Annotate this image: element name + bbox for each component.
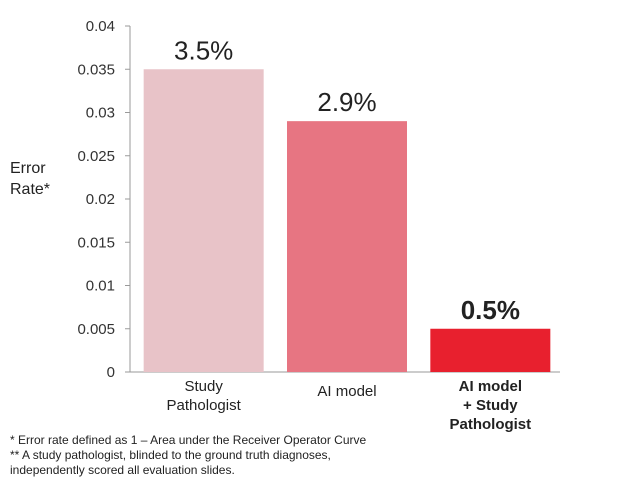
footnote-study-pathologist: ** A study pathologist, blinded to the g… — [10, 448, 331, 477]
y-tick-label: 0 — [107, 364, 115, 381]
y-axis-title-line-1: Error — [10, 160, 46, 177]
x-label-group: Study Pathologist AI model AI model + Study P… — [167, 378, 532, 433]
y-tick-label: 0.005 — [77, 321, 115, 338]
y-tick-label: 0.02 — [86, 191, 115, 208]
bar-group: 3.5% 2.9% 0.5% — [143, 35, 551, 373]
y-tick-label: 0.03 — [86, 105, 115, 122]
bar-data-label: 3.5% — [174, 35, 233, 65]
footnote-error-rate-definition: * Error rate defined as 1 – Area under t… — [10, 433, 367, 447]
x-category-label: Pathologist — [167, 397, 242, 414]
bar-data-label: 2.9% — [317, 87, 376, 117]
bar — [430, 328, 551, 372]
y-axis-title-line-2: Rate* — [10, 181, 51, 198]
y-tick-label: 0.015 — [77, 234, 115, 251]
x-category-label: Pathologist — [449, 416, 531, 433]
y-tick-label: 0.025 — [77, 148, 115, 165]
y-tick-label: 0.035 — [77, 61, 115, 78]
bar — [287, 121, 407, 373]
bar — [143, 69, 264, 372]
y-tick-group: 0 0.005 0.01 0.015 0.02 0.025 0.03 0.035 0.04 — [77, 18, 130, 381]
x-category-label: + Study — [463, 397, 518, 414]
x-category-label: Study — [184, 378, 223, 395]
y-tick-label: 0.04 — [86, 18, 115, 35]
y-axis-title: Error Rate* — [10, 158, 80, 200]
footnotes: * Error rate defined as 1 – Area under t… — [10, 433, 450, 478]
x-category-label: AI model — [317, 383, 376, 400]
x-category-label: AI model — [459, 378, 522, 395]
y-tick-label: 0.01 — [86, 278, 115, 295]
bar-data-label: 0.5% — [461, 295, 520, 325]
